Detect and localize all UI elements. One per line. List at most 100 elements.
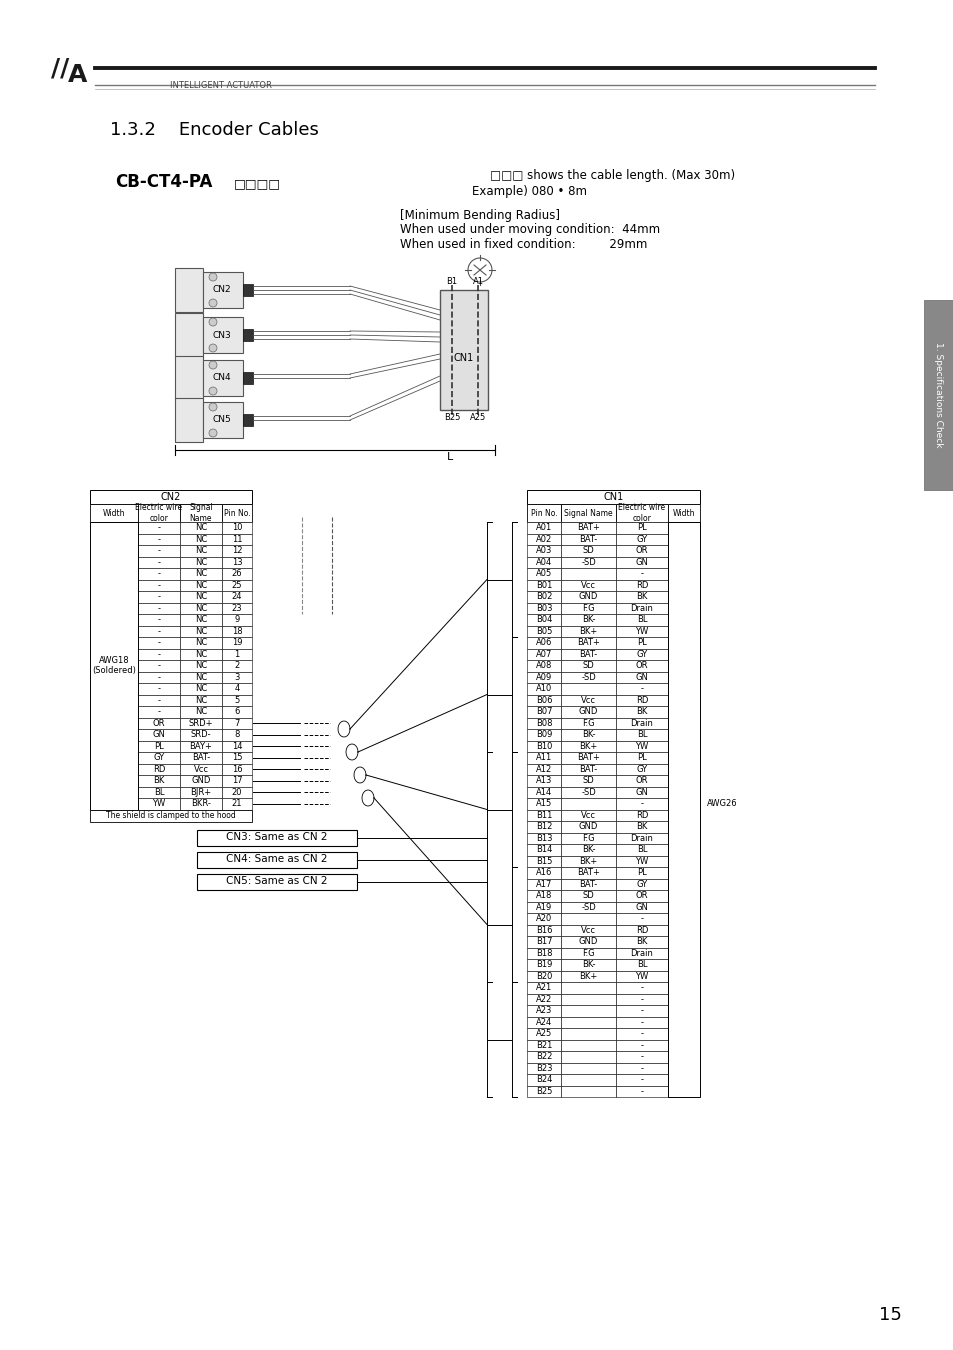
Bar bbox=[923, 300, 953, 490]
Bar bbox=[667, 522, 700, 1098]
Text: 8: 8 bbox=[234, 730, 239, 740]
Text: OR: OR bbox=[152, 718, 165, 728]
Text: -: - bbox=[157, 672, 160, 682]
Bar bbox=[180, 625, 222, 637]
Text: -: - bbox=[639, 1052, 643, 1061]
Text: NC: NC bbox=[194, 603, 207, 613]
Bar bbox=[243, 284, 253, 296]
Text: SD: SD bbox=[582, 776, 594, 786]
Bar bbox=[560, 1075, 616, 1085]
Bar bbox=[222, 579, 252, 591]
Bar bbox=[526, 844, 560, 856]
Text: PL: PL bbox=[637, 639, 646, 647]
Text: -SD: -SD bbox=[580, 903, 596, 911]
Bar bbox=[526, 913, 560, 925]
Bar bbox=[138, 683, 180, 694]
Text: CN4: CN4 bbox=[213, 374, 231, 382]
Text: Signal
Name: Signal Name bbox=[189, 504, 213, 522]
Bar bbox=[222, 717, 252, 729]
Bar bbox=[526, 764, 560, 775]
Text: -: - bbox=[157, 524, 160, 532]
Text: OR: OR bbox=[635, 891, 648, 900]
Bar bbox=[616, 1017, 667, 1027]
Text: B06: B06 bbox=[536, 695, 552, 705]
Bar bbox=[138, 533, 180, 545]
Text: B23: B23 bbox=[536, 1064, 552, 1073]
Text: -: - bbox=[157, 580, 160, 590]
Bar bbox=[526, 1052, 560, 1062]
Bar bbox=[560, 787, 616, 798]
Text: -: - bbox=[639, 914, 643, 923]
Text: 14: 14 bbox=[232, 741, 242, 751]
Bar bbox=[616, 775, 667, 787]
Text: Pin No.: Pin No. bbox=[223, 509, 250, 517]
Text: -: - bbox=[157, 695, 160, 705]
Bar bbox=[616, 683, 667, 694]
Bar bbox=[90, 504, 138, 522]
Text: F.G: F.G bbox=[581, 718, 594, 728]
Bar bbox=[560, 1027, 616, 1040]
Bar bbox=[526, 556, 560, 568]
Bar bbox=[526, 579, 560, 591]
Text: Electric wire
color: Electric wire color bbox=[618, 504, 665, 522]
Text: RD: RD bbox=[635, 811, 647, 819]
Bar bbox=[560, 614, 616, 625]
Text: OR: OR bbox=[635, 776, 648, 786]
Bar bbox=[90, 522, 138, 810]
Bar bbox=[138, 545, 180, 556]
Bar bbox=[560, 971, 616, 981]
Bar bbox=[616, 856, 667, 867]
Text: 25: 25 bbox=[232, 580, 242, 590]
Text: NC: NC bbox=[194, 593, 207, 601]
Bar bbox=[616, 729, 667, 741]
Text: F.G: F.G bbox=[581, 834, 594, 842]
Text: A20: A20 bbox=[536, 914, 552, 923]
Bar bbox=[526, 683, 560, 694]
Bar bbox=[526, 902, 560, 913]
Bar bbox=[526, 660, 560, 671]
Text: □□□ shows the cable length. (Max 30m): □□□ shows the cable length. (Max 30m) bbox=[490, 169, 735, 181]
Bar bbox=[616, 741, 667, 752]
Text: Width: Width bbox=[672, 509, 695, 517]
Text: B09: B09 bbox=[536, 730, 552, 740]
Text: A15: A15 bbox=[536, 799, 552, 809]
Text: B16: B16 bbox=[536, 926, 552, 934]
Bar bbox=[222, 614, 252, 625]
Text: B03: B03 bbox=[536, 603, 552, 613]
Bar bbox=[138, 660, 180, 671]
Bar bbox=[560, 741, 616, 752]
Bar bbox=[222, 671, 252, 683]
Bar bbox=[560, 810, 616, 821]
Text: GND: GND bbox=[578, 707, 598, 717]
Bar bbox=[222, 602, 252, 614]
Text: A05: A05 bbox=[536, 570, 552, 578]
Text: NC: NC bbox=[194, 649, 207, 659]
Text: SD: SD bbox=[582, 662, 594, 670]
Bar bbox=[526, 948, 560, 958]
Circle shape bbox=[468, 258, 492, 282]
Text: BK+: BK+ bbox=[578, 741, 597, 751]
Bar bbox=[616, 504, 667, 522]
Bar bbox=[616, 981, 667, 994]
Text: -SD: -SD bbox=[580, 558, 596, 567]
Bar bbox=[174, 269, 203, 312]
Bar bbox=[616, 958, 667, 971]
Bar bbox=[616, 821, 667, 833]
Text: BK: BK bbox=[636, 707, 647, 717]
Bar bbox=[560, 591, 616, 602]
Text: BAT-: BAT- bbox=[578, 649, 597, 659]
Text: BL: BL bbox=[636, 845, 646, 855]
Bar bbox=[180, 660, 222, 671]
Bar bbox=[616, 844, 667, 856]
Bar bbox=[180, 533, 222, 545]
Text: -: - bbox=[157, 639, 160, 647]
Text: NC: NC bbox=[194, 535, 207, 544]
Text: Drain: Drain bbox=[630, 949, 653, 957]
Bar bbox=[526, 775, 560, 787]
Text: -: - bbox=[639, 1075, 643, 1084]
Text: CN1: CN1 bbox=[602, 491, 623, 502]
Bar bbox=[560, 671, 616, 683]
Bar bbox=[616, 764, 667, 775]
Bar bbox=[138, 706, 180, 717]
Bar bbox=[616, 902, 667, 913]
